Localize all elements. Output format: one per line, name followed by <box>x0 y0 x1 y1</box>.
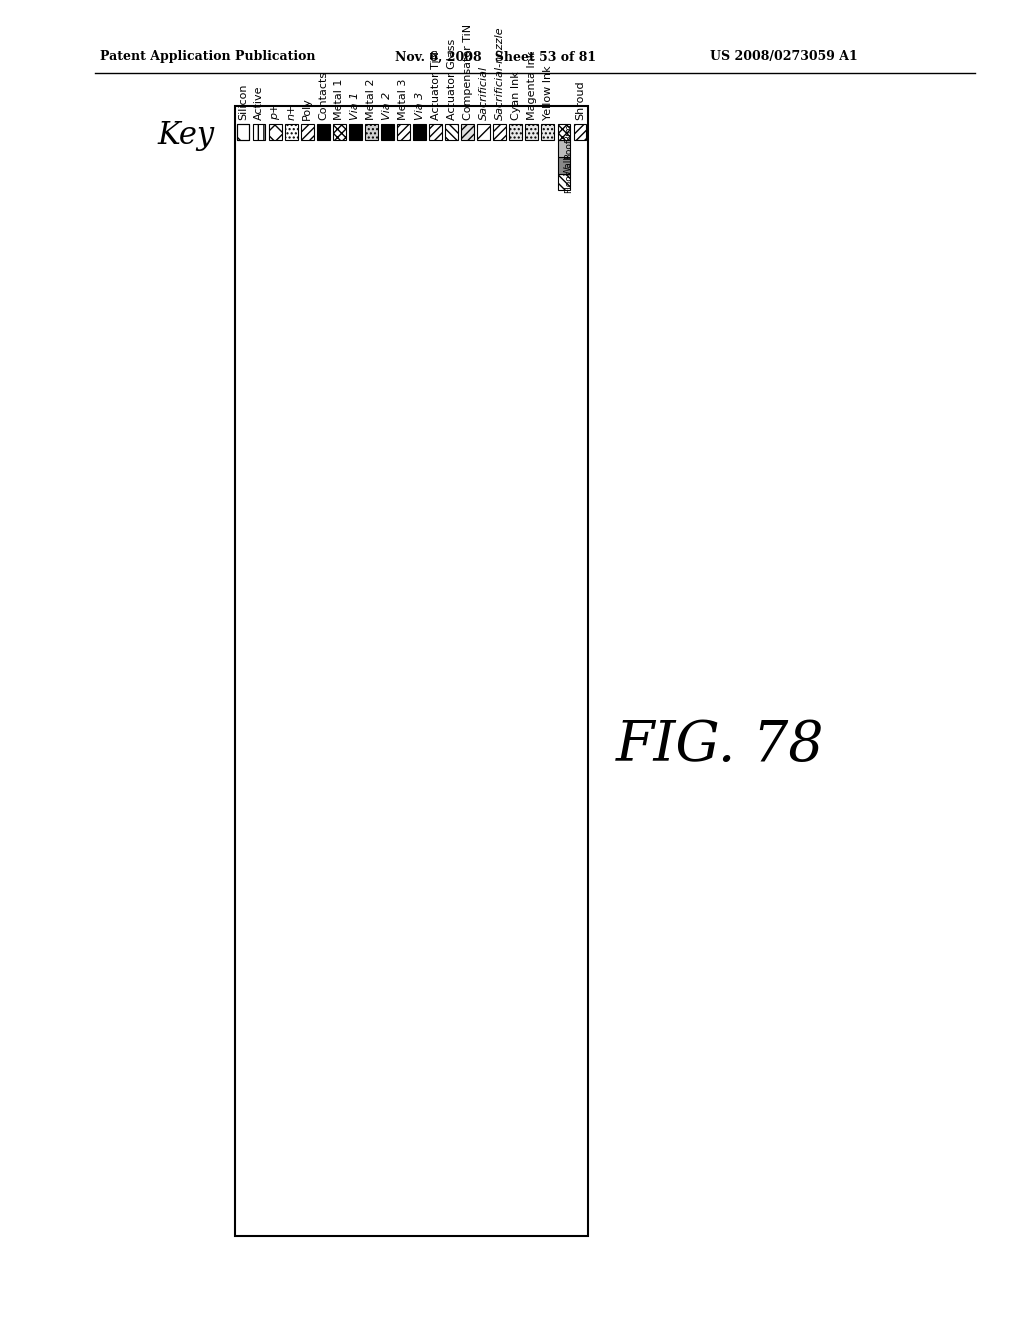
Bar <box>542 124 554 140</box>
Text: Sacrificial: Sacrificial <box>478 66 488 120</box>
Text: Key: Key <box>158 120 215 150</box>
Text: Poly: Poly <box>302 96 312 120</box>
Text: Shroud: Shroud <box>575 81 585 120</box>
Bar <box>237 124 250 140</box>
Bar <box>285 124 298 140</box>
Bar <box>461 124 474 140</box>
Text: Metal 2: Metal 2 <box>367 78 377 120</box>
Text: Metal 3: Metal 3 <box>398 78 409 120</box>
Bar <box>381 124 394 140</box>
Bar <box>237 124 250 140</box>
Text: Roof: Roof <box>564 139 573 158</box>
Bar <box>477 124 490 140</box>
Text: Active: Active <box>254 84 264 120</box>
Text: Actuator TiN: Actuator TiN <box>430 50 440 120</box>
Text: Contacts: Contacts <box>318 70 329 120</box>
Text: p+: p+ <box>270 103 281 120</box>
Bar <box>365 124 378 140</box>
Bar <box>445 124 458 140</box>
Bar <box>268 124 282 140</box>
Bar <box>397 124 410 140</box>
Text: Metal 1: Metal 1 <box>334 78 344 120</box>
Bar <box>509 124 522 140</box>
Text: n+: n+ <box>286 103 296 120</box>
Text: Wall: Wall <box>564 156 573 174</box>
Bar <box>253 124 265 140</box>
Text: Yellow Ink: Yellow Ink <box>543 65 553 120</box>
Bar <box>349 124 361 140</box>
Bar <box>301 124 313 140</box>
Text: Floor: Floor <box>564 170 573 193</box>
Text: Rim: Rim <box>564 123 573 141</box>
Text: US 2008/0273059 A1: US 2008/0273059 A1 <box>710 50 858 63</box>
Text: Via 1: Via 1 <box>350 91 360 120</box>
Text: Sacrificial-nozzle: Sacrificial-nozzle <box>495 26 505 120</box>
Bar <box>557 140 570 157</box>
Bar <box>573 124 587 140</box>
Bar <box>413 124 426 140</box>
Bar <box>494 124 506 140</box>
Text: Silicon: Silicon <box>238 83 248 120</box>
Text: FIG. 78: FIG. 78 <box>615 718 824 774</box>
Text: Cyan Ink: Cyan Ink <box>511 71 521 120</box>
Bar <box>333 124 346 140</box>
Text: Via 2: Via 2 <box>382 91 392 120</box>
Text: Via 3: Via 3 <box>415 91 425 120</box>
Bar <box>316 124 330 140</box>
Text: Nov. 6, 2008   Sheet 53 of 81: Nov. 6, 2008 Sheet 53 of 81 <box>395 50 596 63</box>
Text: Patent Application Publication: Patent Application Publication <box>100 50 315 63</box>
Bar <box>525 124 539 140</box>
Text: Magenta Ink: Magenta Ink <box>526 50 537 120</box>
Text: Actuator Glass: Actuator Glass <box>446 38 457 120</box>
Bar <box>557 157 570 174</box>
Bar <box>429 124 442 140</box>
Bar <box>557 124 570 140</box>
Bar <box>557 174 570 190</box>
Text: Compensator TiN: Compensator TiN <box>463 24 473 120</box>
Bar <box>234 106 588 1236</box>
